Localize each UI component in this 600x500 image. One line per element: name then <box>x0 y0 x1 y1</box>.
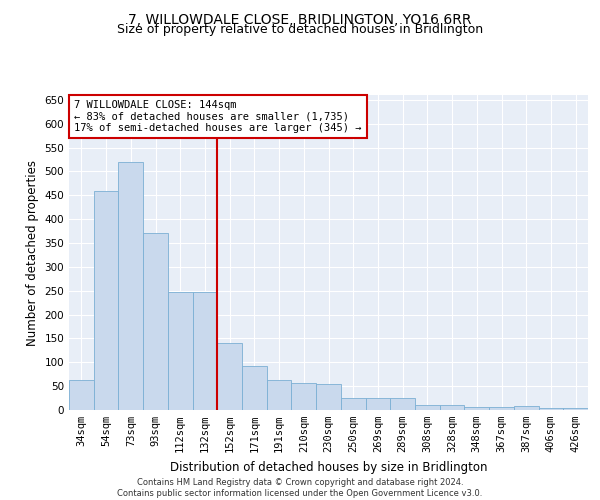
Bar <box>168 292 193 410</box>
Bar <box>193 292 217 410</box>
Y-axis label: Number of detached properties: Number of detached properties <box>26 160 39 346</box>
Bar <box>242 366 267 410</box>
Bar <box>316 384 341 410</box>
Text: 7 WILLOWDALE CLOSE: 144sqm
← 83% of detached houses are smaller (1,735)
17% of s: 7 WILLOWDALE CLOSE: 144sqm ← 83% of deta… <box>74 100 362 133</box>
Bar <box>539 408 563 410</box>
Text: 7, WILLOWDALE CLOSE, BRIDLINGTON, YO16 6RR: 7, WILLOWDALE CLOSE, BRIDLINGTON, YO16 6… <box>128 12 472 26</box>
Bar <box>94 192 118 410</box>
Bar <box>143 234 168 410</box>
Bar <box>217 343 242 410</box>
Bar <box>440 405 464 410</box>
Bar <box>563 408 588 410</box>
Bar <box>464 407 489 410</box>
Bar <box>267 380 292 410</box>
Bar <box>365 398 390 410</box>
Bar <box>489 407 514 410</box>
Bar <box>341 398 365 410</box>
Text: Contains HM Land Registry data © Crown copyright and database right 2024.
Contai: Contains HM Land Registry data © Crown c… <box>118 478 482 498</box>
Bar <box>292 383 316 410</box>
Bar <box>514 406 539 410</box>
Bar <box>415 405 440 410</box>
Bar <box>69 380 94 410</box>
Bar <box>390 398 415 410</box>
Text: Size of property relative to detached houses in Bridlington: Size of property relative to detached ho… <box>117 22 483 36</box>
Bar <box>118 162 143 410</box>
X-axis label: Distribution of detached houses by size in Bridlington: Distribution of detached houses by size … <box>170 460 487 473</box>
